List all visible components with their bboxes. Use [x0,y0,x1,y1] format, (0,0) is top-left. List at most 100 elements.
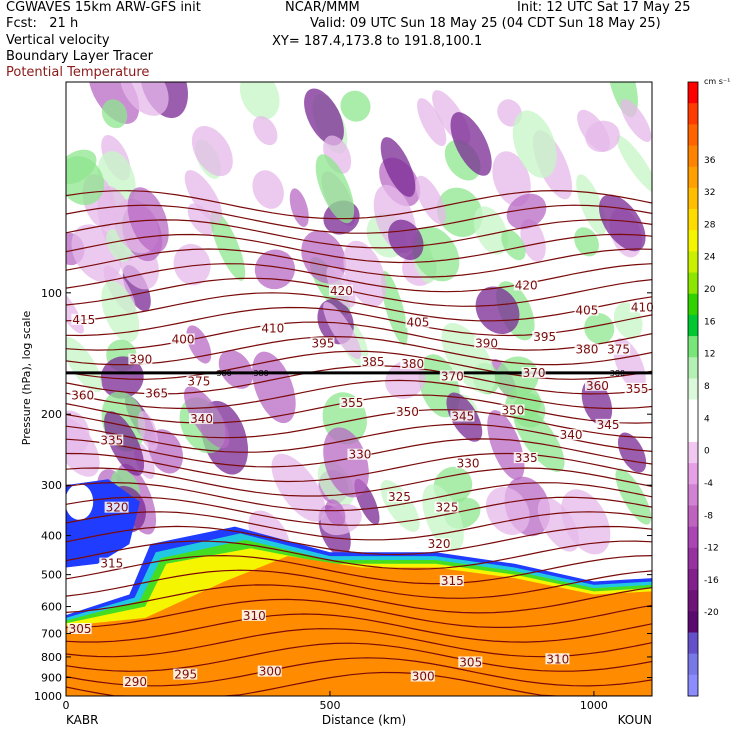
colorbar-label: -8 [704,511,713,521]
theta-label: 325 [436,501,459,515]
colorbar-swatch [688,166,698,189]
theta-label-bg [455,457,480,469]
colorbar-swatch [688,272,698,295]
theta-label: 370 [441,369,464,383]
field-vertical-velocity: Vertical velocity [6,33,110,48]
w-cell [512,404,565,472]
theta-contour [66,540,652,570]
theta-label-bg [67,623,92,635]
theta-label: 325 [388,490,411,504]
y-tick-label: 800 [41,651,62,664]
theta-contour [66,657,652,687]
theta-label-bg [400,358,425,370]
theta-contour [66,423,652,453]
colorbar-swatch [688,124,698,147]
theta-label: 415 [72,313,95,327]
theta-label: 300 [259,665,282,679]
theta-label-bg [260,322,285,334]
colorbar-label: 4 [704,414,710,424]
colorbar-unit: cm s⁻¹ [704,77,730,86]
colorbar-swatch [688,230,698,252]
theta-contour [66,467,652,497]
theta-label: 310 [243,609,266,623]
x-axis-label: Distance (km) [322,713,406,727]
tropopause-label: 380 [610,369,625,378]
colorbar-label: -20 [704,608,719,618]
colorbar-swatch [688,568,698,591]
x-tick-label: 0 [63,699,70,712]
theta-label: 405 [407,316,430,330]
theta-contour [66,525,652,556]
w-cell [88,82,140,124]
theta-label-bg [585,379,610,391]
theta-label-bg [241,609,266,621]
w-cell [599,194,646,252]
y-tick-label: 700 [41,628,62,641]
theta-label: 315 [441,574,464,588]
theta-label-bg [595,418,620,430]
theta-label: 375 [607,343,630,357]
w-cell [501,229,526,261]
theta-label-bg [387,491,412,503]
w-cell [512,110,557,178]
theta-label: 350 [396,405,419,419]
colorbar-label: 20 [704,285,716,295]
w-cell [417,98,447,147]
theta-label: 300 [412,670,435,684]
theta-contour [66,554,652,585]
theta-contour [66,613,652,643]
init-time: Init: 12 UTC Sat 17 May 25 [517,0,691,15]
colorbar-label: -4 [704,479,713,489]
colorbar-swatch [688,378,698,401]
theta-label-bg [474,337,499,349]
plot-frame [65,81,653,697]
colorbar-swatch [688,632,698,655]
colorbar-label: 0 [704,447,710,457]
theta-label: 350 [502,403,525,417]
w-cell [415,175,446,225]
theta-label-bg [629,301,654,313]
theta-label-bg [439,575,464,587]
theta-label-bg [624,382,649,394]
distance-axis: 0 500 1000 [63,691,608,712]
colorbar-swatch [688,590,698,612]
theta-label-bg [189,413,214,425]
colorbar-swatch [688,441,698,464]
theta-label-bg [426,538,451,550]
theta-label: 355 [341,396,364,410]
theta-contour [66,204,652,234]
colorbar-swatch [688,103,698,125]
w-cell [615,468,652,525]
theta-label: 395 [533,330,556,344]
colorbar-label: 12 [704,350,715,360]
theta-label: 345 [451,410,474,424]
theta-contour [66,321,652,351]
theta-label: 365 [145,387,168,401]
w-cell [584,313,615,344]
theta-contour [66,496,652,526]
theta-label-bg [500,404,525,416]
tropopause-label: 380 [216,369,231,378]
w-cell [315,154,355,224]
colorbar-swatch [688,526,698,549]
theta-label-bg [99,434,124,446]
theta-label: 320 [428,537,451,551]
theta-label: 390 [129,352,152,366]
w-cell [101,280,140,343]
theta-label-bg [144,387,169,399]
potential-temperature-labels: 415 400 410 420 395 405 420 405 410 390 385 390 395 3… [67,278,654,689]
title-line-1: CGWAVES 15km ARW-GFS init [6,0,201,15]
theta-contour [66,584,652,614]
w-cell [173,243,211,286]
cross-section-endpoints: XY= 187.4,173.8 to 191.8,100.1 [272,34,483,49]
colorbar-swatch [688,187,698,210]
theta-contour [66,292,652,322]
y-tick-label: 100 [41,287,62,300]
theta-label: 355 [626,382,649,396]
colorbar-label: 8 [704,382,710,392]
w-cell [66,336,103,393]
colorbar-swatch [688,336,698,358]
theta-label-bg [521,367,546,379]
theta-label-bg [513,452,538,464]
pressure-axis: 100 200 300 400 500 600 700 800 900 1000 [34,287,652,703]
